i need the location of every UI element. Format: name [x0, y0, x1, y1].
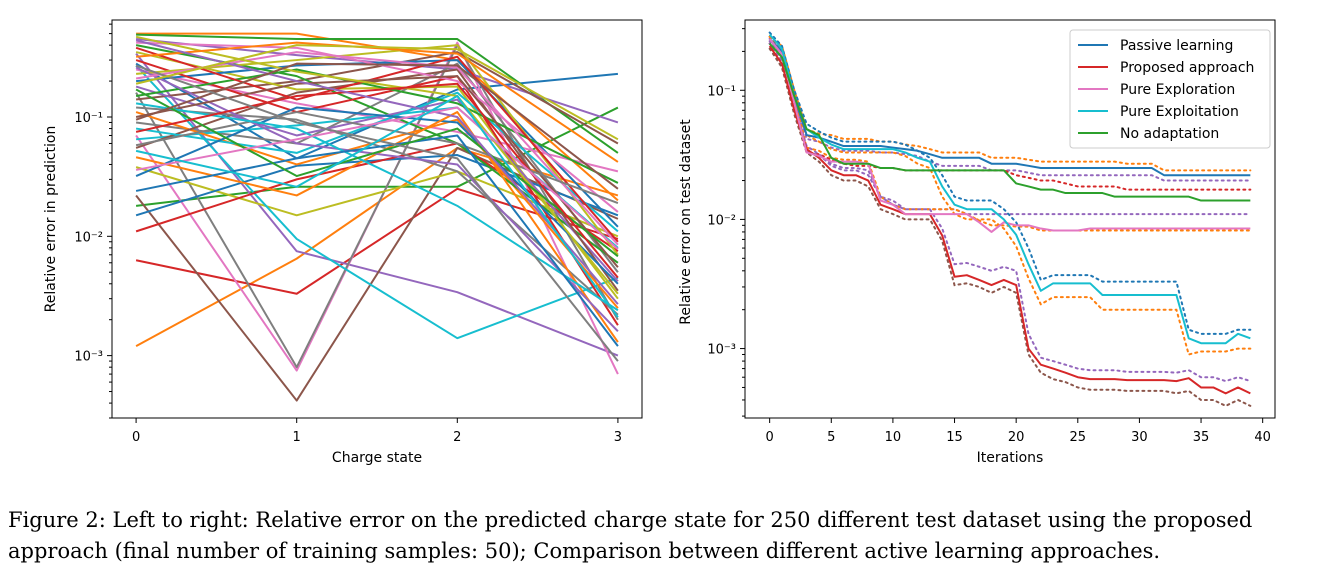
left-series-line-32 — [135, 68, 619, 184]
legend-frame — [1069, 29, 1271, 149]
left-chart: 0 1 2 3 10⁻³ 10⁻² 10⁻¹ Charge state Relative … — [43, 19, 643, 466]
right-series-lines — [768, 31, 1252, 407]
left-series-lines — [135, 32, 619, 402]
legend-label: Proposed approach — [1120, 60, 1254, 76]
left-series-line-44 — [135, 39, 619, 305]
left-series-line-38 — [135, 35, 619, 295]
left-series-line-45 — [135, 62, 619, 190]
right-y-ticks: 10⁻³ 10⁻² 10⁻¹ — [707, 28, 745, 417]
right-dotted-band-8 — [768, 47, 1252, 407]
left-x-tick-label: 0 — [132, 430, 140, 445]
left-series-line-46 — [135, 106, 619, 250]
figure-caption: Figure 2: Left to right: Relative error … — [8, 508, 1253, 563]
right-x-tick-label: 30 — [1131, 430, 1148, 445]
right-x-tick-label: 0 — [766, 430, 774, 445]
right-dotted-band-1 — [768, 40, 1252, 182]
left-x-tick-label: 2 — [453, 430, 461, 445]
left-series-line-15 — [135, 51, 619, 145]
right-dotted-band-6 — [768, 35, 1252, 356]
left-series-line-33 — [135, 46, 619, 243]
left-series-line-35 — [135, 75, 619, 268]
right-legend: Passive learning Proposed approach Pure Ex… — [1069, 29, 1271, 149]
right-dotted-band-3 — [768, 37, 1252, 216]
left-series-line-40 — [135, 134, 619, 347]
left-y-ticks: 10⁻³ 10⁻² 10⁻¹ — [74, 23, 112, 419]
left-series-line-34 — [135, 66, 619, 332]
left-y-tick-label: 10⁻² — [74, 230, 103, 245]
left-series-line-42 — [135, 88, 619, 258]
right-x-tick-label: 40 — [1254, 430, 1271, 445]
right-dotted-band-7 — [768, 42, 1252, 383]
right-series-line-2 — [768, 38, 1251, 233]
legend-label: Pure Exploitation — [1120, 104, 1239, 120]
right-series-line-1 — [768, 45, 1251, 395]
right-chart: 0 5 10 15 20 25 30 35 40 10⁻³ 10⁻² 10⁻¹ Iterations… — [678, 19, 1276, 466]
left-series-line-7 — [135, 44, 619, 369]
right-dotted-band-2 — [768, 42, 1252, 191]
right-x-tick-label: 15 — [946, 430, 963, 445]
left-series-line-39 — [135, 102, 619, 312]
right-series-line-3 — [768, 33, 1251, 345]
left-series-line-49 — [135, 94, 619, 318]
right-x-tick-label: 25 — [1070, 430, 1087, 445]
right-y-axis-label: Relative error on test dataset — [678, 119, 694, 325]
right-x-ticks: 0 5 10 15 20 25 30 35 40 — [766, 418, 1271, 445]
left-x-ticks: 0 1 2 3 — [132, 418, 622, 445]
right-x-tick-label: 35 — [1193, 430, 1210, 445]
left-series-line-43 — [135, 82, 619, 279]
right-x-tick-label: 5 — [827, 430, 835, 445]
left-series-line-9 — [135, 64, 619, 340]
right-x-tick-label: 10 — [885, 430, 902, 445]
left-x-axis-label: Charge state — [332, 450, 422, 466]
right-x-tick-label: 20 — [1008, 430, 1025, 445]
right-series-line-4 — [768, 42, 1251, 202]
right-x-axis-label: Iterations — [977, 450, 1044, 466]
left-series-line-23 — [135, 59, 619, 326]
right-dotted-band-5 — [768, 31, 1252, 335]
right-y-tick-label: 10⁻² — [707, 213, 736, 228]
right-dotted-band-0 — [768, 35, 1252, 172]
right-series-line-0 — [768, 38, 1251, 177]
left-y-axis-label: Relative error in prediction — [43, 126, 59, 313]
left-y-tick-label: 10⁻³ — [74, 350, 103, 365]
legend-label: No adaptation — [1120, 126, 1219, 142]
legend-label: Pure Exploration — [1120, 82, 1235, 98]
left-x-tick-label: 3 — [614, 430, 622, 445]
right-y-tick-label: 10⁻¹ — [707, 84, 736, 99]
left-series-line-13 — [135, 142, 619, 253]
left-series-line-48 — [135, 44, 619, 141]
left-axes-frame — [111, 19, 643, 419]
left-y-tick-label: 10⁻¹ — [74, 111, 103, 126]
left-series-line-37 — [135, 111, 619, 204]
legend-label: Passive learning — [1120, 38, 1233, 54]
right-y-tick-label: 10⁻³ — [707, 343, 736, 358]
figure-canvas: 0 1 2 3 10⁻³ 10⁻² 10⁻¹ Charge state Relative … — [43, 19, 1276, 466]
left-series-line-30 — [135, 106, 619, 285]
left-x-tick-label: 1 — [293, 430, 301, 445]
left-series-line-24 — [135, 85, 619, 282]
